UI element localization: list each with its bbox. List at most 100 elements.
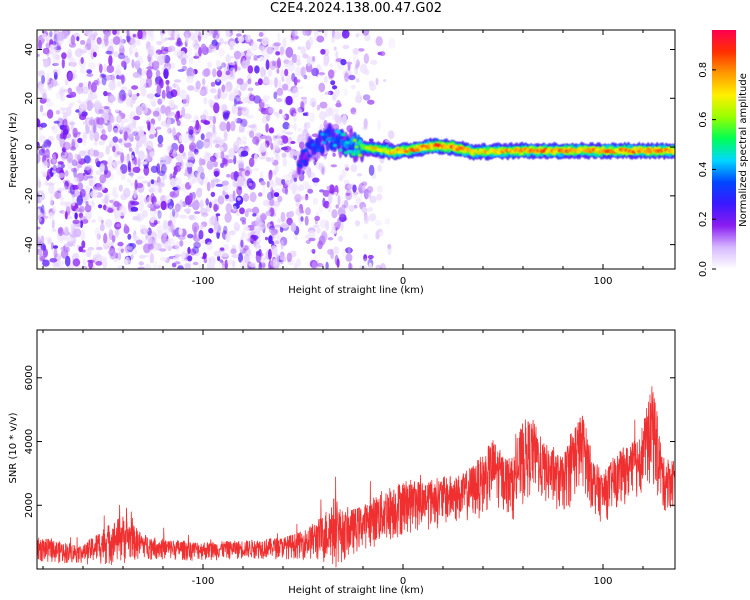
heatmap-cell xyxy=(91,123,98,133)
heatmap-cell xyxy=(150,64,157,72)
heatmap-cell xyxy=(300,46,307,56)
heatmap-cell xyxy=(297,127,302,132)
heatmap-cell xyxy=(345,189,353,201)
heatmap-cell xyxy=(118,138,123,143)
heatmap-cell xyxy=(52,228,57,232)
heatmap-cell xyxy=(186,230,194,235)
heatmap-cell xyxy=(295,107,303,114)
heatmap-cell xyxy=(86,100,93,112)
heatmap-cell xyxy=(327,193,333,204)
heatmap-cell xyxy=(217,255,221,262)
heatmap-cell xyxy=(320,48,326,55)
heatmap-cell xyxy=(179,135,183,143)
heatmap-cell xyxy=(332,152,336,157)
heatmap-ridge-cell xyxy=(331,137,336,141)
heatmap-cell xyxy=(128,172,134,176)
heatmap-cell xyxy=(39,71,43,76)
heatmap-cell xyxy=(173,135,177,141)
heatmap-cell xyxy=(265,157,272,162)
colorbar-tick-label: 0.8 xyxy=(698,62,709,78)
heatmap-cell xyxy=(156,40,163,46)
heatmap-cell xyxy=(309,112,315,123)
heatmap-cell xyxy=(107,121,112,133)
heatmap-cell xyxy=(344,199,349,208)
heatmap-cell xyxy=(212,115,217,125)
heatmap-cell xyxy=(37,153,41,164)
heatmap-cell xyxy=(39,84,44,92)
heatmap-cell xyxy=(317,30,323,33)
heatmap-cell xyxy=(316,227,321,234)
heatmap-cell xyxy=(181,57,187,66)
heatmap-cell xyxy=(126,178,132,183)
heatmap-cell xyxy=(200,43,207,54)
heatmap-cell xyxy=(103,90,108,97)
heatmap-cell xyxy=(70,34,75,46)
heatmap-cell xyxy=(42,248,49,258)
heatmap-cell xyxy=(210,81,216,87)
heatmap-cell xyxy=(204,85,209,95)
colorbar-scale xyxy=(712,30,736,269)
heatmap-cell xyxy=(247,87,254,92)
heatmap-cell xyxy=(352,47,360,55)
heatmap-cell xyxy=(70,61,79,67)
heatmap-cell xyxy=(104,195,109,205)
heatmap-cell xyxy=(37,53,40,57)
heatmap-cell xyxy=(204,151,209,157)
heatmap-cell xyxy=(274,164,280,173)
heatmap-cell xyxy=(184,263,191,269)
x-tick-label: 100 xyxy=(593,276,612,287)
heatmap-cell xyxy=(304,184,312,190)
heatmap-cell xyxy=(297,79,301,83)
heatmap-cell xyxy=(228,147,236,158)
heatmap-cell xyxy=(235,58,239,65)
heatmap-cell xyxy=(96,37,102,45)
heatmap-cell xyxy=(268,259,273,269)
heatmap-cell xyxy=(90,190,98,198)
heatmap-cell xyxy=(210,179,215,189)
heatmap-cell xyxy=(87,246,95,251)
heatmap-cell xyxy=(187,233,194,239)
heatmap-cell xyxy=(152,260,158,269)
heatmap-cell xyxy=(194,44,199,54)
heatmap-cell xyxy=(112,145,116,153)
heatmap-ridge-cell xyxy=(331,128,336,139)
heatmap-cell xyxy=(341,169,347,178)
heatmap-cell xyxy=(126,246,133,250)
heatmap-cell xyxy=(305,207,311,216)
heatmap-cell xyxy=(82,81,89,89)
heatmap-cell xyxy=(71,138,75,150)
heatmap-cell xyxy=(46,168,53,180)
heatmap-cell xyxy=(78,205,85,213)
heatmap-cell xyxy=(71,240,76,247)
heatmap-cell xyxy=(64,127,69,135)
heatmap-cell xyxy=(116,81,122,87)
heatmap-cell xyxy=(244,145,248,150)
heatmap-cell xyxy=(311,248,316,254)
heatmap-cell xyxy=(329,63,333,68)
heatmap-cell xyxy=(153,220,158,225)
heatmap-cell xyxy=(344,72,349,82)
heatmap-cell xyxy=(57,118,65,128)
heatmap-cell xyxy=(196,172,203,184)
heatmap-cell xyxy=(235,213,241,216)
heatmap-cell xyxy=(173,104,179,110)
figure-title: C2E4.2024.138.00.47.G02 xyxy=(269,1,443,16)
heatmap-cell xyxy=(153,52,159,59)
heatmap-ridge-cell xyxy=(336,136,341,143)
snr-axes: -100 0 100 2000 4000 6000 xyxy=(24,330,675,587)
heatmap-cell xyxy=(64,211,68,220)
heatmap-cell xyxy=(175,241,180,251)
heatmap-cell xyxy=(292,112,297,123)
heatmap-cell xyxy=(85,201,89,206)
heatmap-cell xyxy=(49,258,58,263)
heatmap-cell xyxy=(64,226,69,237)
heatmap-cell xyxy=(348,262,352,269)
heatmap-cell xyxy=(199,88,208,97)
heatmap-cell xyxy=(154,209,160,214)
heatmap-cell xyxy=(139,224,145,235)
heatmap-cell xyxy=(213,220,220,231)
heatmap-cell xyxy=(60,249,69,259)
heatmap-cell xyxy=(194,148,199,155)
heatmap-cell xyxy=(194,251,200,257)
heatmap-cell xyxy=(338,235,343,242)
